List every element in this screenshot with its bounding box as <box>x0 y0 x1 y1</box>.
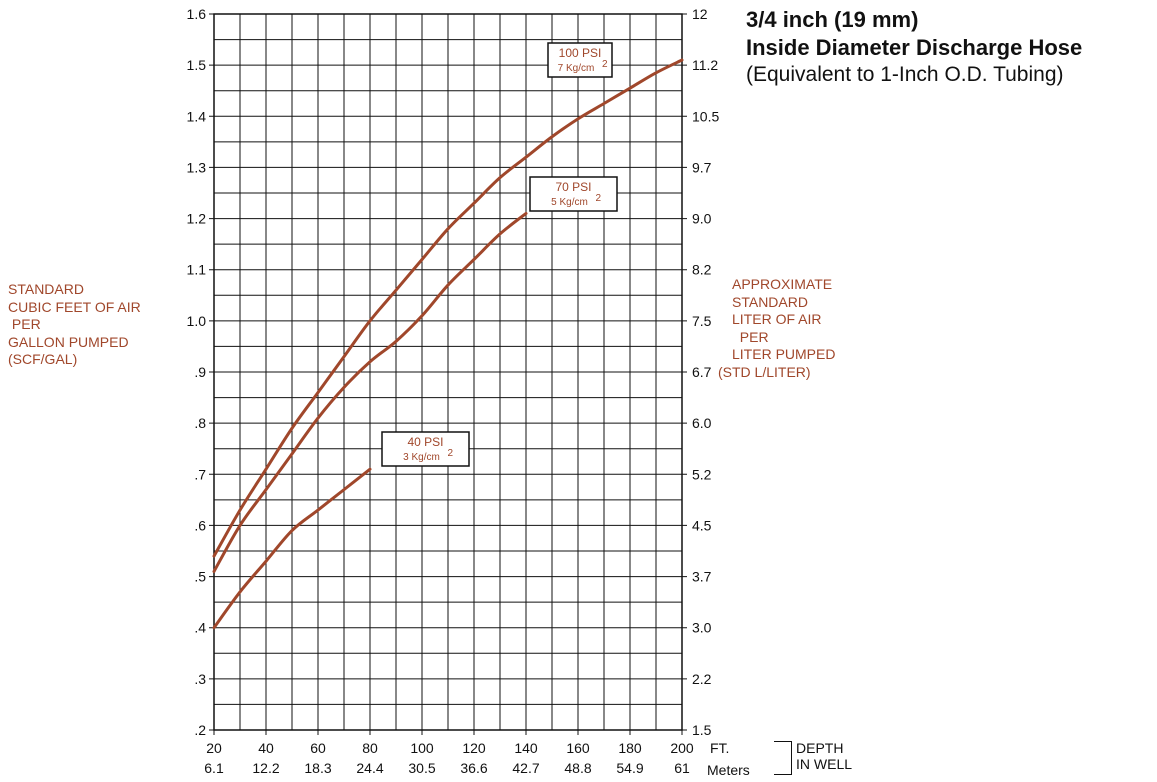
y-tick-label-left: 1.1 <box>187 262 207 278</box>
y-tick-label-left: 1.5 <box>187 57 207 73</box>
x-unit-m: Meters <box>707 762 750 778</box>
left-axis-label-line: (SCF/GAL) <box>8 351 78 367</box>
left-axis-label-line: PER <box>8 316 41 332</box>
depth-label-line: IN WELL <box>796 756 853 772</box>
y-tick-label-left: .8 <box>194 415 206 431</box>
series-label-unit: 5 Kg/cm <box>551 197 588 208</box>
series-label-unit: 3 Kg/cm <box>403 452 440 463</box>
x-tick-label-m: 54.9 <box>616 760 643 776</box>
y-tick-label-right: 12 <box>692 6 708 22</box>
y-tick-label-left: .4 <box>194 620 206 636</box>
series-label-40-psi: 40 PSI 3 Kg/cm 2 <box>381 431 470 467</box>
x-tick-label-ft: 140 <box>514 740 538 756</box>
x-tick-label-m: 36.6 <box>460 760 487 776</box>
x-tick-label-ft: 100 <box>410 740 434 756</box>
y-tick-label-left: 1.4 <box>187 108 207 124</box>
x-tick-label-m: 6.1 <box>204 760 224 776</box>
right-axis-label-line: (STD L/LITER) <box>718 363 811 380</box>
series-label-name: 100 PSI <box>559 46 602 60</box>
y-tick-label-left: .6 <box>194 517 206 533</box>
y-tick-label-right: 6.7 <box>692 364 712 380</box>
x-tick-label-m: 42.7 <box>512 760 539 776</box>
y-tick-label-right: 5.2 <box>692 466 712 482</box>
grid <box>209 13 687 735</box>
y-tick-label-left: 1.3 <box>187 159 207 175</box>
x-tick-label-m: 12.2 <box>252 760 279 776</box>
x-tick-label-ft: 80 <box>362 740 378 756</box>
x-tick-label-ft: 180 <box>618 740 642 756</box>
x-tick-label-ft: 60 <box>310 740 326 756</box>
x-tick-label-m: 18.3 <box>304 760 331 776</box>
curves <box>212 58 684 630</box>
right-axis-label-line: APPROXIMATE <box>732 276 833 292</box>
series-label-box <box>529 176 618 212</box>
series-label-name: 70 PSI <box>555 180 591 194</box>
right-axis-label: APPROXIMATE STANDARD LITER OF AIR PER LI… <box>718 276 835 381</box>
y-tick-label-right: 7.5 <box>692 313 712 329</box>
plot-frame <box>213 13 683 731</box>
y-tick-label-left: .5 <box>194 569 206 585</box>
chart-title: 3/4 inch (19 mm) Inside Diameter Dischar… <box>746 6 1082 88</box>
y-tick-label-left: 1.6 <box>187 6 207 22</box>
y-tick-label-right: 1.5 <box>692 722 712 738</box>
y-tick-label-right: 10.5 <box>692 108 719 124</box>
depth-label-line: DEPTH <box>796 740 844 756</box>
right-axis-label-line: PER <box>732 328 769 345</box>
series-label-unit-sup: 2 <box>602 59 608 70</box>
depth-bracket <box>774 741 792 775</box>
pressure-labels: 100 PSI 7 Kg/cm 2 70 PSI 5 Kg/cm 2 40 PSI 3 Kg/… <box>381 42 618 467</box>
y-tick-label-left: .3 <box>194 671 206 687</box>
x-tick-label-ft: 200 <box>670 740 694 756</box>
title-line-3: (Equivalent to 1-Inch O.D. Tubing) <box>746 63 1064 86</box>
right-axis-label-line: LITER PUMPED <box>732 346 836 362</box>
left-axis-label-line: CUBIC FEET OF AIR <box>8 298 141 315</box>
y-tick-label-left: 1.0 <box>187 313 207 329</box>
series-label-box <box>381 431 470 467</box>
y-tick-label-right: 9.7 <box>692 159 712 175</box>
series-label-unit-sup: 2 <box>596 193 602 204</box>
x-unit-ft: FT. <box>710 740 729 756</box>
series-label-unit-sup: 2 <box>448 448 454 459</box>
y-tick-label-right: 3.0 <box>692 620 712 636</box>
series-label-100-psi: 100 PSI 7 Kg/cm 2 <box>547 42 613 78</box>
left-axis-label: STANDARD CUBIC FEET OF AIR PER GALLON PU… <box>8 281 141 369</box>
y-tick-label-right: 6.0 <box>692 415 712 431</box>
depth-label: DEPTH IN WELL <box>796 740 852 772</box>
title-line-2: Inside Diameter Discharge Hose <box>746 35 1083 60</box>
series-label-unit: 7 Kg/cm <box>558 63 595 74</box>
x-tick-label-m: 30.5 <box>408 760 435 776</box>
series-line-70-psi <box>212 211 528 573</box>
x-tick-label-ft: 160 <box>566 740 590 756</box>
series-label-box <box>547 42 613 78</box>
right-axis-label-line: STANDARD <box>732 293 808 310</box>
left-axis-label-line: STANDARD <box>8 281 84 297</box>
axes: .2 .3 .4 .5 .6 .7 .8 .9 1.0 1.1 1.2 1.3 1.4 1.5 1.6 1.5… <box>187 6 750 778</box>
x-tick-label-ft: 120 <box>462 740 486 756</box>
left-axis-label-line: GALLON PUMPED <box>8 333 129 350</box>
right-axis-label-line: LITER OF AIR <box>732 311 822 327</box>
series-line-100-psi <box>212 58 684 558</box>
y-tick-label-right: 4.5 <box>692 517 712 533</box>
x-tick-label-m: 48.8 <box>564 760 591 776</box>
x-tick-label-ft: 40 <box>258 740 274 756</box>
series-label-name: 40 PSI <box>407 435 443 449</box>
y-tick-label-left: .9 <box>194 364 206 380</box>
y-tick-label-left: 1.2 <box>187 211 207 227</box>
series-label-70-psi: 70 PSI 5 Kg/cm 2 <box>529 176 618 212</box>
x-tick-label-ft: 20 <box>206 740 222 756</box>
y-tick-label-right: 9.0 <box>692 211 712 227</box>
y-tick-label-right: 2.2 <box>692 671 712 687</box>
x-tick-label-m: 24.4 <box>356 760 383 776</box>
y-tick-label-right: 8.2 <box>692 262 712 278</box>
x-tick-label-m: 61 <box>674 760 690 776</box>
y-tick-label-left: .7 <box>194 466 206 482</box>
title-line-1: 3/4 inch (19 mm) <box>746 7 919 32</box>
y-tick-label-left: .2 <box>194 722 206 738</box>
y-tick-label-right: 3.7 <box>692 569 712 585</box>
series-line-40-psi <box>212 467 372 630</box>
y-tick-label-right: 11.2 <box>692 57 718 73</box>
